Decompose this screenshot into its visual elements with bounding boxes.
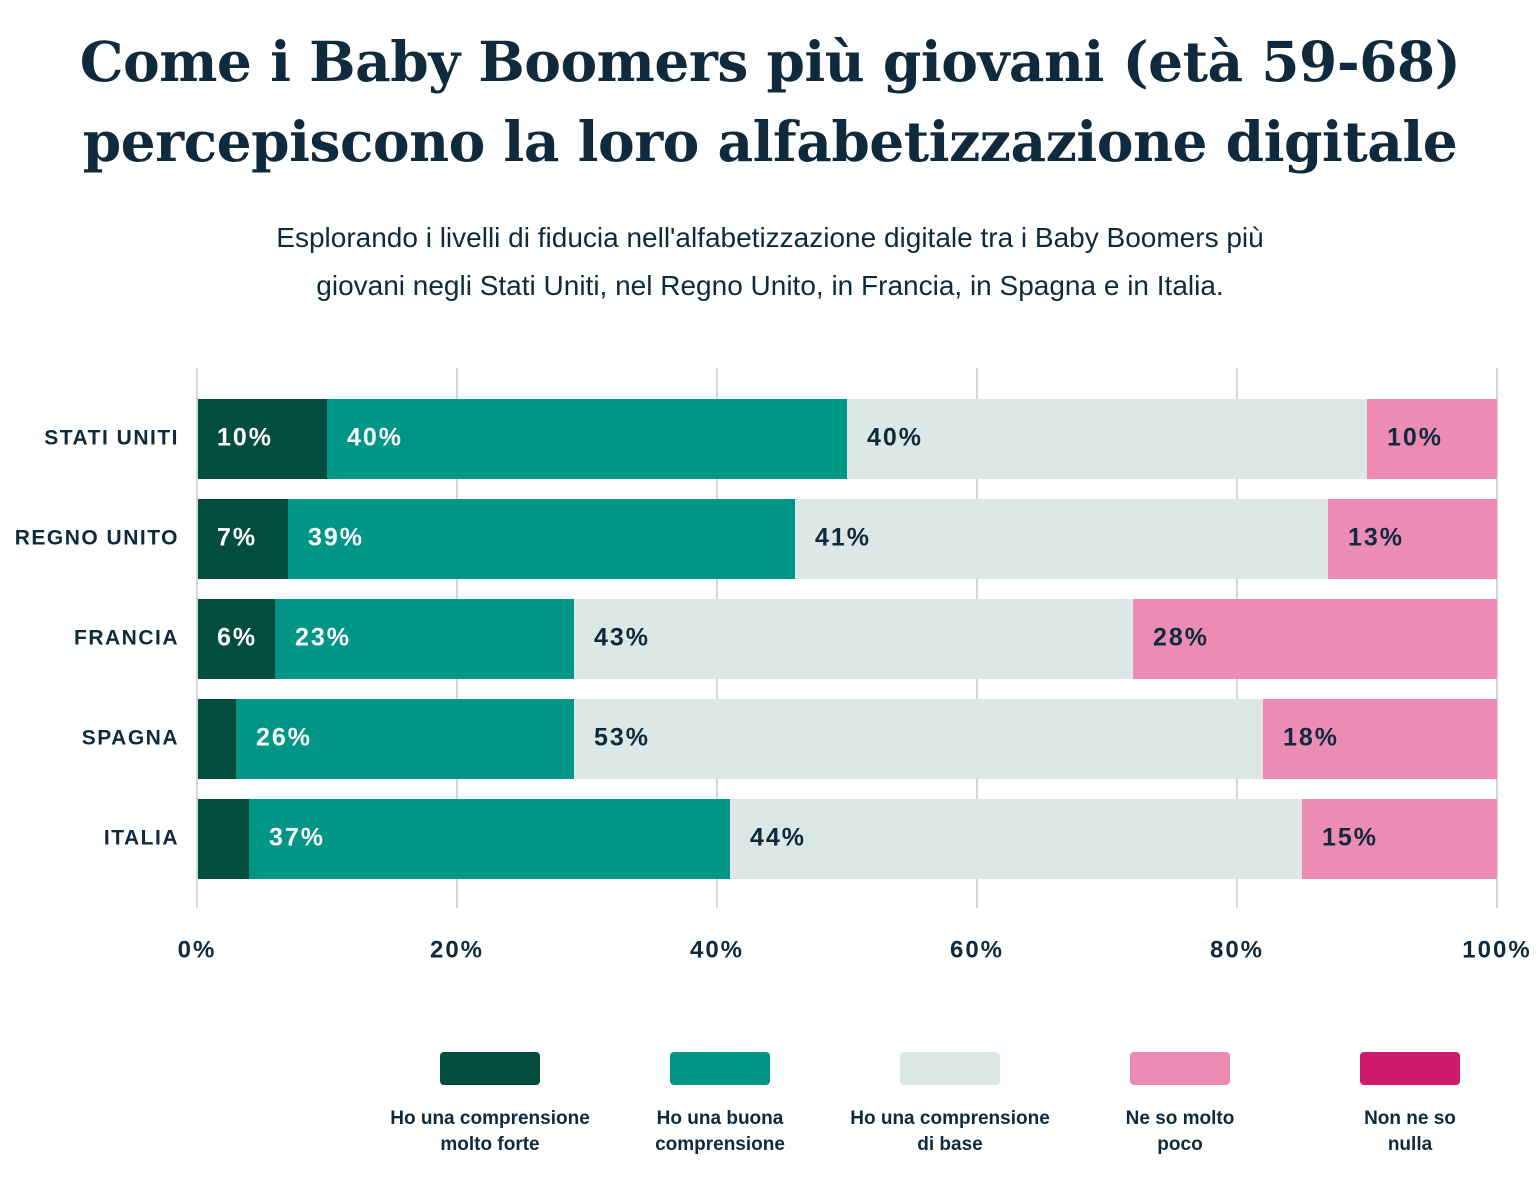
value-label: 53% [594, 724, 650, 752]
bar-segment [197, 599, 275, 679]
value-label: 43% [594, 624, 650, 652]
legend-swatch [670, 1052, 770, 1085]
bar-segment [574, 599, 1133, 679]
bar-segment [197, 499, 288, 579]
bar-segment [730, 799, 1302, 879]
bar-segment [327, 399, 847, 479]
legend-swatch [440, 1052, 540, 1085]
x-tick-label: 60% [950, 936, 1004, 963]
value-label: 23% [295, 624, 351, 652]
value-label: 44% [750, 824, 806, 852]
legend-label: Ho una buona comprensione [655, 1108, 785, 1155]
bar-segment [795, 499, 1328, 579]
bar-segment [275, 599, 574, 679]
value-label: 28% [1153, 624, 1209, 652]
legend-label: Ne so molto poco [1125, 1108, 1235, 1155]
x-tick-label: 0% [178, 936, 217, 963]
value-label: 41% [815, 524, 871, 552]
value-label: 40% [867, 424, 923, 452]
chart-title: Come i Baby Boomers più giovani (età 59-… [79, 29, 1461, 174]
value-label: 10% [1387, 424, 1443, 452]
value-label: 40% [347, 424, 403, 452]
y-tick-label: REGNO UNITO [15, 527, 179, 550]
legend-label: Non ne so nulla [1364, 1108, 1456, 1155]
bar-segment [847, 399, 1367, 479]
chart-subtitle: Esplorando i livelli di fiducia nell'alf… [276, 222, 1264, 301]
x-tick-label: 100% [1462, 936, 1531, 963]
value-label: 37% [269, 824, 325, 852]
legend-label: Ho una comprensione di base [850, 1108, 1050, 1155]
bar-segment [249, 799, 730, 879]
bar-segment [197, 799, 249, 879]
value-label: 26% [256, 724, 312, 752]
bar-segment [574, 699, 1263, 779]
y-tick-label: STATI UNITI [44, 427, 179, 450]
legend-swatch [1360, 1052, 1460, 1085]
x-tick-label: 80% [1210, 936, 1264, 963]
value-label: 7% [217, 524, 257, 552]
x-tick-label: 20% [430, 936, 484, 963]
value-label: 15% [1322, 824, 1378, 852]
y-tick-label: SPAGNA [82, 727, 179, 750]
bar-segment [1133, 599, 1497, 679]
bar-segment [236, 699, 574, 779]
bar-segment [197, 699, 236, 779]
x-tick-label: 40% [690, 936, 744, 963]
legend-swatch [1130, 1052, 1230, 1085]
bar-segment [288, 499, 795, 579]
bar-segment [1302, 799, 1497, 879]
bar-segment [197, 399, 327, 479]
y-tick-label: FRANCIA [74, 627, 179, 650]
value-label: 10% [217, 424, 273, 452]
value-label: 39% [308, 524, 364, 552]
legend-swatch [900, 1052, 1000, 1085]
value-label: 18% [1283, 724, 1339, 752]
legend-label: Ho una comprensione molto forte [390, 1108, 590, 1155]
value-label: 6% [217, 624, 257, 652]
bar-segment [1367, 399, 1497, 479]
bar-segment [1328, 499, 1497, 579]
y-tick-label: ITALIA [104, 827, 179, 850]
value-label: 13% [1348, 524, 1404, 552]
bar-segment [1263, 699, 1497, 779]
